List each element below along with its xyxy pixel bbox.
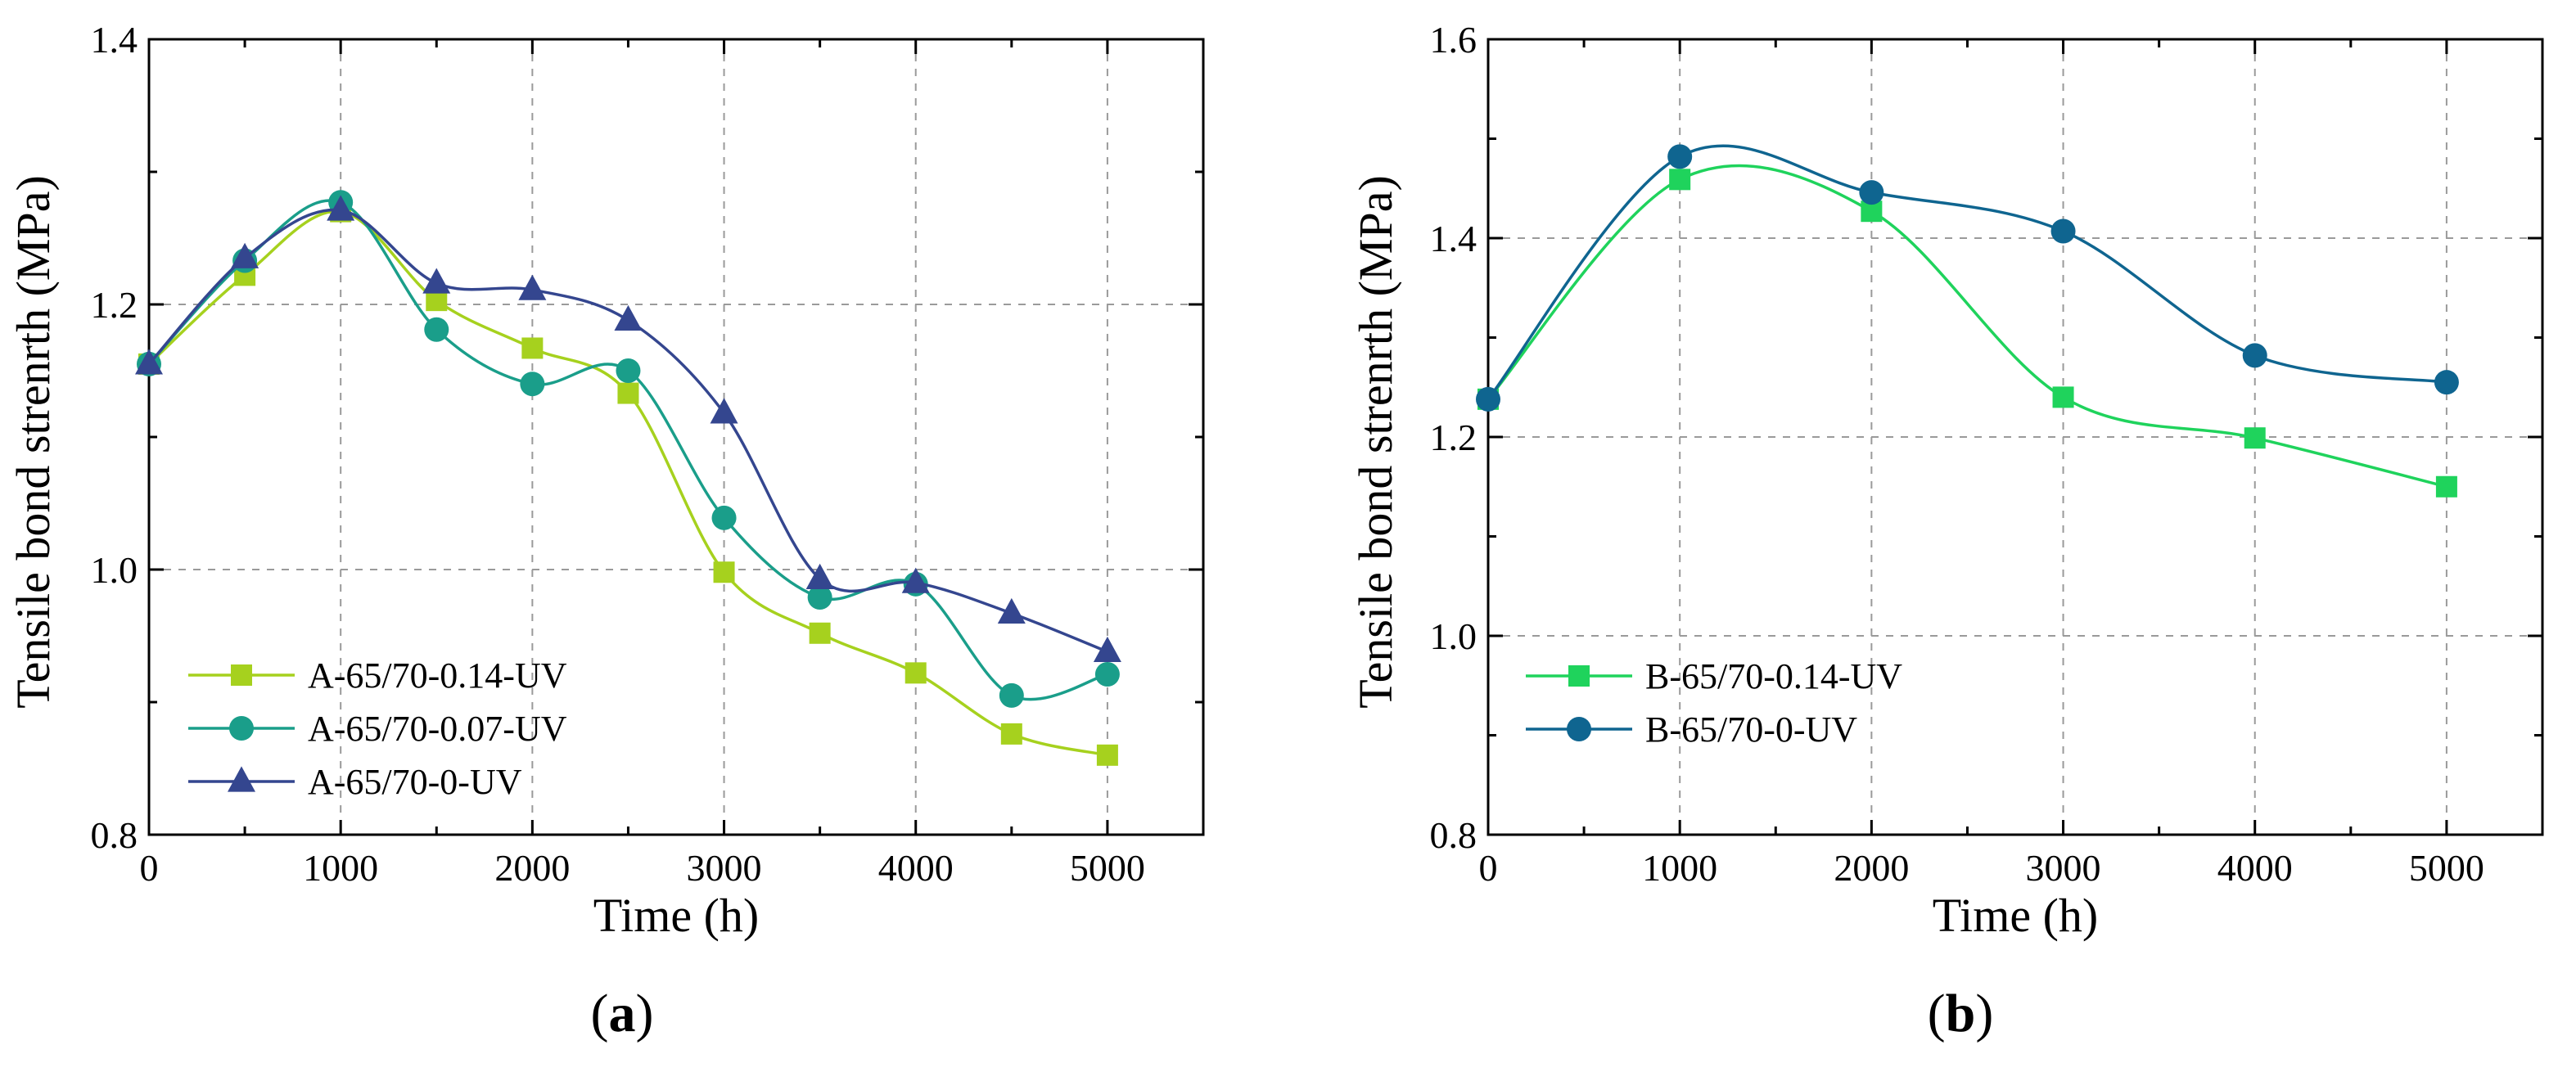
panel-label-letter: b — [1946, 984, 1976, 1043]
y-axis-title: Tensile bond strenrth (MPa) — [7, 175, 60, 709]
data-point-triangle — [901, 567, 930, 593]
legend-marker-circle — [1567, 717, 1591, 741]
chart-panel-b: 0 1000 2000 3000 4000 5000 0.8 1.0 1.2 1.4 1.6 Time… — [1349, 19, 2544, 1043]
panel-label: (a) — [591, 984, 654, 1043]
series-A-65/70-0-UV — [135, 195, 1121, 663]
legend: A-65/70-0.14-UV A-65/70-0.07-UV A-65/70-0-… — [188, 655, 567, 802]
x-tick-label: 2000 — [494, 847, 570, 889]
y-tick-label: 1.0 — [1430, 615, 1477, 657]
data-point-circle — [520, 372, 545, 397]
x-tick-label: 0 — [1479, 847, 1498, 889]
data-point-square — [905, 662, 927, 684]
y-tick-label: 1.0 — [91, 549, 138, 591]
series-line — [1487, 144, 2447, 400]
data-point-square — [1000, 723, 1022, 745]
data-point-triangle — [135, 349, 163, 375]
y-tick-label: 1.6 — [1430, 19, 1477, 61]
data-point-triangle — [997, 597, 1026, 624]
series-A-65/70-0.14-UV — [138, 200, 1118, 766]
data-point-circle — [2050, 218, 2076, 244]
x-tick-label: 2000 — [1834, 847, 1909, 889]
series-A-65/70-0.07-UV — [137, 190, 1120, 708]
data-point-triangle — [710, 398, 738, 424]
data-point-square — [713, 561, 735, 583]
chart-panel-a: 0 1000 2000 3000 4000 5000 0.8 1.0 1.2 1.4 Time (h… — [7, 19, 1205, 1043]
y-tick-label: 1.2 — [91, 284, 138, 326]
y-tick-label: 1.2 — [1430, 417, 1477, 458]
legend-label: A-65/70-0-UV — [308, 762, 522, 802]
data-point-circle — [1667, 144, 1693, 169]
x-tick-label: 4000 — [2217, 847, 2293, 889]
data-point-square — [1096, 744, 1118, 766]
data-point-square — [2052, 386, 2074, 408]
panel-label-close: ) — [1975, 984, 1993, 1043]
data-point-circle — [807, 585, 832, 610]
x-tick-label: 5000 — [1070, 847, 1145, 889]
x-axis-title: Time (h) — [1933, 889, 2099, 942]
y-tick-label: 1.4 — [91, 19, 138, 61]
legend-label: A-65/70-0.07-UV — [308, 709, 567, 749]
data-point-circle — [2242, 343, 2267, 368]
legend-marker-triangle — [228, 766, 255, 792]
series-line — [147, 208, 1108, 654]
data-point-triangle — [231, 242, 259, 268]
grid-lines — [149, 39, 1203, 835]
data-point-square — [617, 382, 639, 404]
legend-label: B-65/70-0.14-UV — [1645, 656, 1902, 696]
data-point-triangle — [518, 274, 547, 300]
legend-marker-square — [231, 664, 252, 686]
data-point-circle — [616, 358, 641, 383]
legend-marker-circle — [229, 716, 254, 741]
data-point-triangle — [327, 195, 355, 221]
y-axis-title: Tensile bond strenrth (MPa) — [1349, 175, 1402, 709]
panel-label-close: ) — [636, 984, 654, 1043]
x-axis-title: Time (h) — [593, 889, 760, 942]
legend-label: B-65/70-0-UV — [1645, 709, 1857, 750]
data-point-triangle — [1093, 636, 1121, 663]
legend: B-65/70-0.14-UV B-65/70-0-UV — [1526, 656, 1902, 750]
data-point-triangle — [614, 304, 643, 331]
x-tick-label: 4000 — [878, 847, 954, 889]
data-point-circle — [999, 682, 1024, 708]
y-tick-label: 1.4 — [1430, 218, 1477, 259]
data-point-circle — [424, 317, 449, 342]
panel-label-open: ( — [1928, 984, 1946, 1043]
x-tick-label: 3000 — [2026, 847, 2101, 889]
data-point-triangle — [805, 563, 834, 589]
data-point-square — [2435, 475, 2457, 498]
series-B-65/70-0-UV — [1476, 144, 2459, 412]
panel-label-letter: a — [609, 984, 636, 1043]
data-point-square — [1669, 169, 1691, 191]
data-point-circle — [1859, 180, 1884, 205]
axis-ticks — [147, 38, 1203, 836]
series-line — [1487, 164, 2447, 489]
x-tick-label: 3000 — [687, 847, 762, 889]
data-point-circle — [1476, 386, 1500, 412]
legend-label: A-65/70-0.14-UV — [308, 655, 567, 696]
legend-marker-square — [1568, 665, 1590, 687]
axis-ticks — [1487, 38, 2542, 836]
panel-label-open: ( — [591, 984, 609, 1043]
x-tick-label: 1000 — [1642, 847, 1717, 889]
x-tick-label: 0 — [140, 847, 159, 889]
x-tick-label: 1000 — [303, 847, 378, 889]
data-point-square — [2244, 427, 2266, 449]
data-point-square — [521, 337, 544, 359]
x-tick-label: 5000 — [2409, 847, 2484, 889]
series-B-65/70-0.14-UV — [1477, 164, 2457, 498]
data-point-circle — [2434, 370, 2459, 395]
series-line — [147, 209, 1108, 757]
panel-label: (b) — [1928, 984, 1994, 1043]
series-line — [147, 199, 1108, 701]
y-tick-label: 0.8 — [91, 814, 138, 856]
data-point-circle — [711, 505, 737, 530]
data-point-square — [809, 622, 831, 644]
data-point-triangle — [422, 268, 451, 294]
y-tick-label: 0.8 — [1430, 814, 1477, 856]
data-point-circle — [1094, 661, 1120, 687]
